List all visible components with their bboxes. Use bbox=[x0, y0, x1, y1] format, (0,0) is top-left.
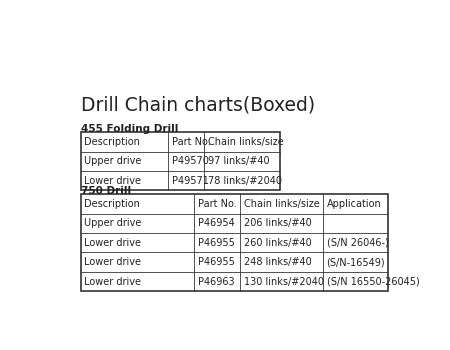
Text: (S/N-16549): (S/N-16549) bbox=[327, 257, 385, 267]
Text: P46955: P46955 bbox=[198, 257, 234, 267]
Text: Lower drive: Lower drive bbox=[84, 276, 141, 287]
Text: Lower drive: Lower drive bbox=[84, 257, 141, 267]
Text: Description: Description bbox=[84, 137, 140, 147]
Text: P49571: P49571 bbox=[172, 176, 209, 186]
Text: 248 links/#40: 248 links/#40 bbox=[244, 257, 311, 267]
Text: Description: Description bbox=[84, 199, 140, 209]
Text: P46954: P46954 bbox=[198, 218, 234, 228]
Text: 260 links/#40: 260 links/#40 bbox=[244, 238, 311, 248]
Text: Upper drive: Upper drive bbox=[84, 156, 141, 166]
Text: P46963: P46963 bbox=[198, 276, 234, 287]
Text: 78 links/#2040: 78 links/#2040 bbox=[208, 176, 282, 186]
Text: Lower drive: Lower drive bbox=[84, 176, 141, 186]
Text: Chain links/size: Chain links/size bbox=[244, 199, 320, 209]
Text: (S/N 26046-): (S/N 26046-) bbox=[327, 238, 388, 248]
Text: 97 links/#40: 97 links/#40 bbox=[208, 156, 270, 166]
Text: Part No.: Part No. bbox=[172, 137, 211, 147]
Text: (S/N 16550-26045): (S/N 16550-26045) bbox=[327, 276, 419, 287]
Text: 750 Drill: 750 Drill bbox=[81, 186, 131, 196]
Bar bbox=[81, 132, 280, 190]
Text: Part No.: Part No. bbox=[198, 199, 236, 209]
Text: Chain links/size: Chain links/size bbox=[208, 137, 284, 147]
Text: Drill Chain charts(Boxed): Drill Chain charts(Boxed) bbox=[81, 96, 315, 115]
Bar bbox=[81, 194, 387, 291]
Text: 130 links/#2040: 130 links/#2040 bbox=[244, 276, 324, 287]
Text: P46955: P46955 bbox=[198, 238, 234, 248]
Text: P49570: P49570 bbox=[172, 156, 209, 166]
Text: 455 Folding Drill: 455 Folding Drill bbox=[81, 124, 178, 134]
Text: 206 links/#40: 206 links/#40 bbox=[244, 218, 311, 228]
Text: Upper drive: Upper drive bbox=[84, 218, 141, 228]
Text: Lower drive: Lower drive bbox=[84, 238, 141, 248]
Text: Application: Application bbox=[327, 199, 381, 209]
